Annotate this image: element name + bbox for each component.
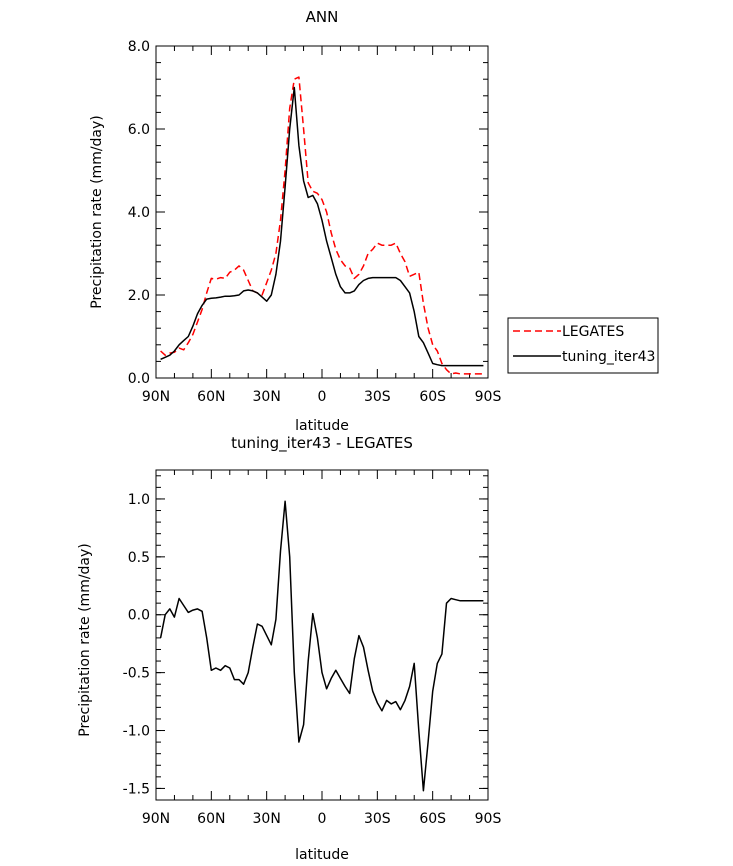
top-x-tick-label: 90S xyxy=(475,389,502,405)
bottom-axis-ticks: 90N 60N 30N 0 30S 60S 90S -1.5 -1.0 -0.5 0.0 0.5 1.0 xyxy=(123,470,502,827)
bottom-series-line-difference xyxy=(159,500,484,792)
top-y-tick-label: 6.0 xyxy=(128,122,150,138)
bottom-y-tick-label: 0.0 xyxy=(128,608,150,624)
bottom-y-axis-label: Precipitation rate (mm/day) xyxy=(77,543,93,737)
top-x-axis-label: latitude xyxy=(295,418,349,434)
top-x-tick-label: 0 xyxy=(318,389,327,405)
bottom-x-tick-label: 60N xyxy=(197,811,225,827)
legend-label-tuning: tuning_iter43 xyxy=(562,349,655,365)
bottom-x-tick-label: 30S xyxy=(364,811,391,827)
bottom-y-tick-label: 0.5 xyxy=(128,550,150,566)
legend-label-legates: LEGATES xyxy=(562,324,624,340)
bottom-panel: tuning_iter43 - LEGATES 90N 60N 30N 0 30S 60S… xyxy=(77,434,501,863)
top-y-tick-label: 8.0 xyxy=(128,39,150,55)
legend: LEGATES tuning_iter43 xyxy=(507,317,659,374)
bottom-x-axis-label: latitude xyxy=(295,847,349,863)
top-series-lines xyxy=(160,76,484,375)
top-x-tick-label: 30S xyxy=(364,389,391,405)
top-y-tick-label: 0.0 xyxy=(128,371,150,387)
bottom-x-tick-label: 90S xyxy=(475,811,502,827)
bottom-x-tick-label: 30N xyxy=(253,811,281,827)
top-x-tick-label: 60N xyxy=(197,389,225,405)
top-panel: ANN 90N 60N 30N 0 30S 60S 90S 0.0 2.0 4.0 6.0 8.0 l… xyxy=(89,8,501,434)
top-x-tick-label: 60S xyxy=(419,389,446,405)
top-plot-frame xyxy=(155,45,489,379)
top-series-line-tuning-iter43 xyxy=(160,86,484,367)
top-y-tick-label: 4.0 xyxy=(128,205,150,221)
top-y-axis-label: Precipitation rate (mm/day) xyxy=(89,115,105,309)
top-axis-ticks: 90N 60N 30N 0 30S 60S 90S 0.0 2.0 4.0 6.0 8.0 xyxy=(128,39,502,405)
bottom-x-tick-label: 0 xyxy=(318,811,327,827)
bottom-series-lines xyxy=(159,500,484,792)
legend-box xyxy=(507,317,659,374)
top-series-line-legates xyxy=(160,76,484,375)
top-x-tick-label: 90N xyxy=(142,389,170,405)
bottom-x-tick-label: 90N xyxy=(142,811,170,827)
bottom-x-tick-label: 60S xyxy=(419,811,446,827)
bottom-chart-title: tuning_iter43 - LEGATES xyxy=(231,434,413,453)
bottom-y-tick-label: 1.0 xyxy=(128,492,150,508)
top-y-tick-label: 2.0 xyxy=(128,288,150,304)
top-x-tick-label: 30N xyxy=(253,389,281,405)
bottom-y-tick-label: -1.0 xyxy=(123,724,150,740)
bottom-y-tick-label: -0.5 xyxy=(123,666,150,682)
bottom-y-tick-label: -1.5 xyxy=(123,781,150,797)
top-chart-title: ANN xyxy=(306,8,339,26)
